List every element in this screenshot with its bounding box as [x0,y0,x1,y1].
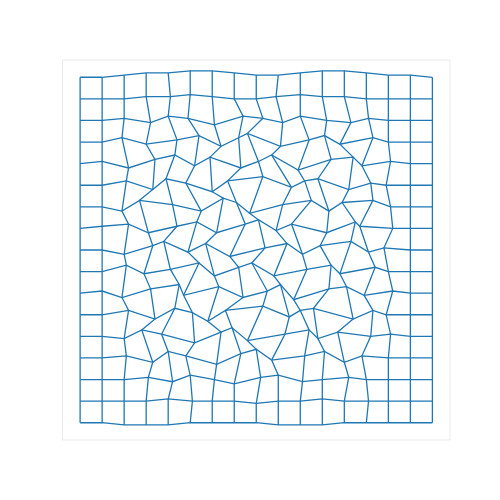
mesh-row-line [80,198,432,213]
mesh-row-line [80,133,432,146]
mesh-row-line [80,328,432,343]
mesh-row-line [80,423,432,425]
mesh-column-line [79,77,80,422]
plot-frame [63,60,451,440]
mesh-column-line [101,77,102,422]
mesh-row-line [80,263,432,276]
mesh-column-line [272,75,292,425]
mesh [80,71,432,425]
mesh-column-line [432,77,433,422]
mesh-column-line [338,71,356,423]
mesh-column-line [291,73,311,425]
mesh-column-line [184,71,202,423]
mesh-row-line [80,285,432,300]
mesh-column-line [206,71,224,423]
mesh-row-line [80,375,432,384]
mesh-column-line [410,75,411,423]
mesh-column-line [162,73,180,425]
mesh-column-line [122,75,129,425]
mesh-row-line [80,306,432,321]
mesh-column-line [384,75,393,423]
mesh-column-line [225,73,245,423]
mesh-column-line [313,71,331,425]
chart [0,0,500,500]
mesh-column-line [247,75,267,423]
mesh-row-line [80,220,432,233]
mesh-column-line [140,73,155,425]
mesh-row-line [80,116,432,125]
mesh-row-line [80,177,432,192]
mesh-row-line [80,241,432,256]
mesh-column-line [360,73,375,423]
